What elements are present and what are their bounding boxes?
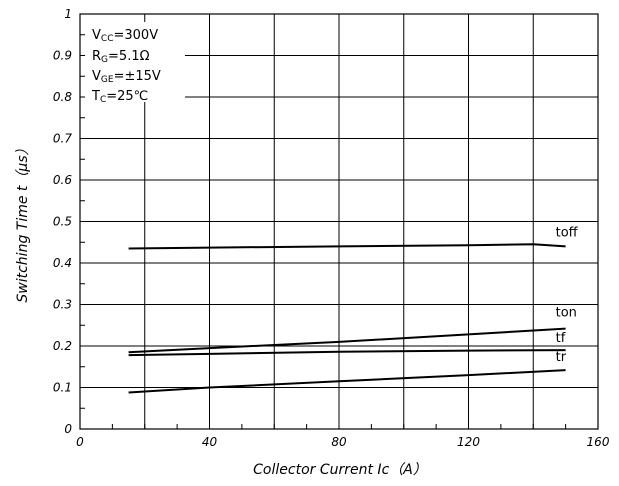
y-tick-label: 0.7 [53,132,72,146]
y-tick-label: 0.2 [53,339,72,353]
y-axis-title: Switching Time t（μs） [15,141,31,302]
y-tick-label: 1 [64,7,72,21]
condition-rg: RG=5.1Ω [92,49,150,65]
x-tick-label: 120 [457,435,480,449]
x-tick-label: 40 [202,435,218,449]
curve-label-tr: tr [556,350,567,365]
x-axis-title: Collector Current Ic（A） [253,462,427,478]
minor-ticks [79,13,599,430]
curves [128,243,566,394]
curve-label-toff: toff [556,225,579,240]
x-tick-label: 160 [587,435,610,449]
x-tick-labels: 0 40 80 120 160 [76,435,610,449]
curve-tf [128,349,566,357]
curve-tr [128,369,566,394]
conditions-box: VCC=300V RG=5.1Ω VGE=±15V TC=25℃ [85,22,185,105]
curve-label-tf: tf [556,331,566,346]
y-tick-label: 0.8 [53,90,72,104]
y-tick-label: 0.4 [53,256,72,270]
curve-label-ton: ton [556,306,577,321]
conditions-background [85,22,185,102]
condition-tc: TC=25℃ [91,89,148,105]
y-tick-label: 0.1 [53,381,72,395]
curve-ton [128,327,566,354]
x-tick-label: 80 [331,435,347,449]
y-tick-label: 0 [64,422,72,436]
y-tick-label: 0.3 [53,298,72,312]
y-tick-label: 0.6 [53,173,72,187]
grid [80,14,598,429]
y-tick-labels: 0 0.1 0.2 0.3 0.4 0.5 0.6 0.7 0.8 0.9 1 [53,7,72,436]
y-tick-label: 0.9 [53,49,72,63]
curve-labels: toff ton tf tr [556,225,579,365]
x-tick-label: 0 [76,435,84,449]
y-tick-label: 0.5 [53,215,72,229]
curve-toff [128,243,566,250]
